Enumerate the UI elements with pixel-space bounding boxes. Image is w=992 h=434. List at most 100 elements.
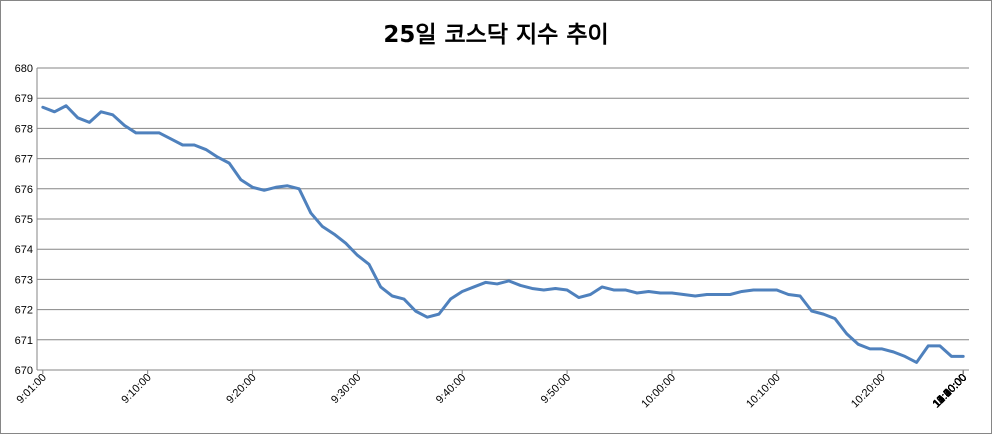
data-point: [950, 355, 953, 358]
data-point: [647, 290, 650, 293]
y-tick-label: 679: [15, 93, 33, 105]
data-point: [181, 143, 184, 147]
data-point: [752, 288, 755, 292]
y-tick-label: 671: [15, 335, 33, 347]
data-point: [391, 294, 394, 298]
data-point: [239, 178, 243, 181]
data-point: [449, 297, 452, 301]
data-point: [565, 288, 569, 292]
data-point: [286, 184, 289, 187]
data-point: [402, 297, 406, 301]
data-point: [414, 309, 417, 313]
data-point: [624, 288, 627, 292]
data-point: [99, 110, 103, 113]
data-point: [321, 225, 324, 228]
data-point: [216, 155, 219, 159]
data-point: [356, 254, 359, 257]
y-tick-label: 680: [15, 63, 33, 75]
y-tick-label: 675: [15, 214, 33, 226]
data-point: [635, 291, 639, 295]
x-tick-label: 9:20:00: [224, 372, 258, 406]
data-point: [426, 315, 429, 319]
data-point: [472, 285, 476, 289]
data-point: [810, 309, 813, 313]
x-tick-label: 10:10:00: [744, 372, 783, 411]
data-point: [158, 131, 161, 135]
data-point: [193, 143, 196, 147]
data-point: [297, 187, 301, 190]
y-tick-label: 670: [15, 365, 33, 377]
data-point: [892, 350, 895, 354]
data-point: [461, 290, 464, 293]
data-point: [903, 355, 907, 358]
data-point: [857, 343, 860, 346]
data-point: [53, 110, 56, 113]
data-point: [600, 285, 604, 289]
y-tick-label: 673: [15, 274, 33, 286]
x-tick-label: 9:30:00: [329, 372, 363, 406]
data-point: [717, 293, 720, 296]
x-tick-label: 15:30:00: [931, 372, 970, 411]
data-point: [123, 124, 126, 127]
data-point: [495, 282, 499, 286]
data-point: [41, 106, 45, 109]
y-tick-label: 672: [15, 305, 33, 317]
data-point: [845, 332, 848, 335]
data-point: [798, 294, 802, 298]
data-point: [577, 296, 580, 299]
data-point: [612, 288, 615, 292]
data-point: [670, 291, 674, 295]
y-tick-label: 676: [15, 184, 33, 196]
index-line: [41, 104, 965, 364]
data-point: [554, 287, 557, 290]
data-point: [927, 344, 930, 348]
data-point: [146, 131, 149, 135]
data-point: [204, 148, 208, 151]
data-point: [519, 284, 522, 287]
y-tick-label: 674: [15, 244, 33, 256]
data-point: [775, 288, 778, 292]
chart-title: 25일 코스닥 지수 추이: [383, 22, 609, 48]
data-point: [763, 288, 767, 292]
data-point: [484, 281, 487, 284]
data-point: [682, 293, 685, 296]
x-tick-label: 9:10:00: [119, 372, 153, 406]
x-tick-label: 9:40:00: [434, 372, 468, 406]
data-point: [589, 293, 592, 296]
data-point: [694, 294, 697, 298]
data-point: [530, 287, 534, 290]
data-point: [134, 131, 138, 135]
data-point: [542, 288, 545, 292]
data-point: [228, 161, 231, 165]
data-point: [344, 241, 347, 245]
data-point: [868, 347, 872, 351]
data-point: [833, 317, 837, 320]
y-tick-label: 677: [15, 154, 33, 166]
data-point: [169, 137, 173, 141]
data-point: [251, 186, 254, 189]
data-point: [76, 116, 79, 120]
data-point: [740, 290, 744, 293]
data-point: [64, 104, 68, 107]
x-tick-label: 9:50:00: [539, 372, 573, 406]
data-point: [880, 347, 883, 351]
data-point: [332, 232, 336, 236]
data-point: [262, 189, 266, 192]
data-point: [787, 293, 790, 296]
data-point: [309, 211, 312, 215]
data-point: [379, 285, 382, 289]
data-point: [728, 293, 732, 296]
data-point: [822, 312, 825, 316]
data-point: [367, 263, 371, 266]
data-point: [659, 291, 662, 295]
data-point: [915, 361, 918, 364]
y-tick-label: 678: [15, 123, 33, 135]
data-point: [705, 293, 709, 296]
data-point: [88, 121, 91, 124]
data-point: [938, 344, 942, 348]
data-point: [274, 186, 278, 189]
x-tick-label: 10:20:00: [849, 372, 888, 411]
data-point: [961, 355, 965, 358]
